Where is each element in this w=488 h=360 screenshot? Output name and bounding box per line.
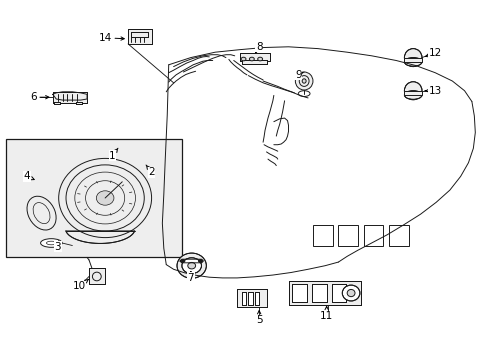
Ellipse shape (96, 191, 114, 205)
Bar (239, 53, 269, 61)
Bar (128, 29, 151, 44)
Bar (242, 292, 246, 305)
Ellipse shape (346, 289, 354, 297)
Bar (363, 225, 383, 246)
Text: 11: 11 (319, 306, 333, 321)
Bar (331, 284, 346, 302)
Ellipse shape (257, 57, 262, 61)
Ellipse shape (182, 258, 201, 274)
Ellipse shape (41, 239, 62, 247)
Ellipse shape (181, 260, 184, 262)
Text: 7: 7 (187, 272, 194, 283)
Text: 12: 12 (425, 48, 441, 58)
Text: 13: 13 (425, 86, 441, 96)
Text: 3: 3 (54, 241, 61, 252)
Text: 2: 2 (146, 165, 155, 177)
Bar (76, 102, 82, 104)
Text: 6: 6 (30, 92, 49, 102)
Bar (54, 102, 60, 104)
Bar (311, 284, 326, 302)
Ellipse shape (198, 260, 202, 262)
Bar (254, 292, 259, 305)
Bar (131, 32, 148, 37)
Text: 14: 14 (98, 33, 124, 43)
Bar (242, 60, 267, 64)
Bar (89, 268, 104, 284)
Bar (292, 284, 306, 302)
Bar (254, 292, 259, 305)
Ellipse shape (404, 82, 421, 100)
Bar (404, 58, 421, 62)
Ellipse shape (404, 49, 421, 67)
Bar (288, 281, 360, 305)
Bar (76, 102, 82, 104)
Ellipse shape (249, 57, 254, 61)
Text: 1: 1 (109, 148, 118, 161)
Bar (131, 32, 148, 37)
Bar (248, 292, 252, 305)
Bar (239, 53, 269, 61)
Text: 5: 5 (255, 311, 262, 325)
Ellipse shape (177, 253, 206, 278)
Bar (331, 284, 346, 302)
Bar (242, 292, 246, 305)
Bar (312, 225, 332, 246)
Ellipse shape (295, 72, 312, 90)
Bar (6, 139, 182, 257)
Ellipse shape (302, 79, 305, 83)
Ellipse shape (404, 91, 421, 99)
Bar (242, 60, 267, 64)
Bar (404, 91, 421, 95)
Ellipse shape (187, 262, 195, 269)
Bar (248, 292, 252, 305)
Bar (388, 225, 408, 246)
Bar (292, 284, 306, 302)
Bar (288, 281, 360, 305)
Ellipse shape (342, 285, 359, 301)
Text: 10: 10 (73, 279, 88, 291)
Ellipse shape (404, 58, 421, 66)
Ellipse shape (241, 57, 245, 61)
Text: 4: 4 (23, 171, 34, 181)
Text: 8: 8 (255, 42, 262, 53)
Bar (89, 268, 104, 284)
Text: 9: 9 (294, 70, 302, 80)
Bar (53, 92, 87, 103)
Bar (311, 284, 326, 302)
Bar (338, 225, 357, 246)
Bar (53, 92, 87, 103)
Bar (237, 289, 266, 307)
Bar (128, 29, 151, 44)
Bar (237, 289, 266, 307)
Bar (54, 102, 60, 104)
